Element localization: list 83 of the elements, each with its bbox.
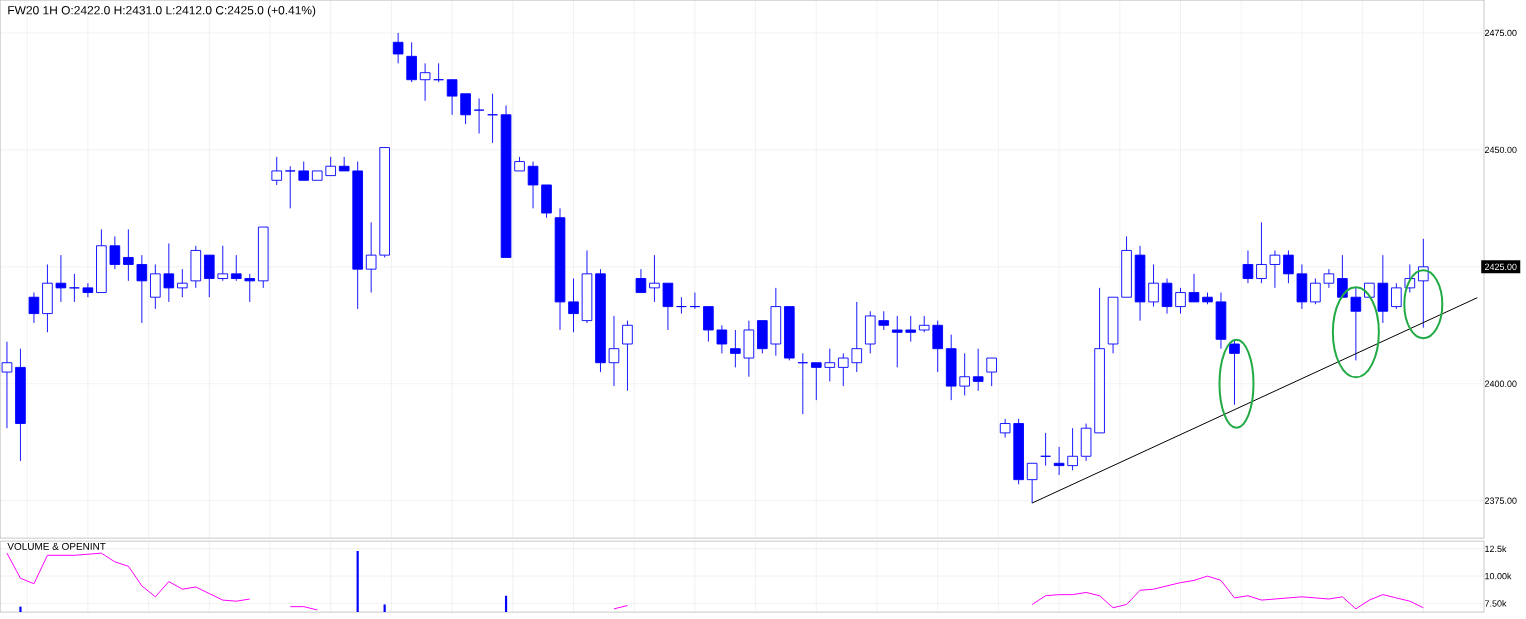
candlestick xyxy=(608,315,620,387)
candlestick xyxy=(1040,432,1051,467)
candlestick xyxy=(824,348,836,382)
candlestick xyxy=(999,418,1011,439)
candlestick xyxy=(1067,427,1078,471)
candlestick xyxy=(1391,282,1402,310)
candlestick xyxy=(972,348,984,392)
candlestick xyxy=(1350,287,1362,361)
y-tick-label: 2375.00 xyxy=(1484,497,1517,504)
candlestick xyxy=(487,93,498,144)
candlestick xyxy=(527,161,539,209)
candlestick xyxy=(419,62,431,102)
candlestick xyxy=(244,273,256,303)
candlestick xyxy=(1283,250,1294,284)
candlestick xyxy=(851,301,863,373)
candlestick xyxy=(473,97,485,134)
candlestick xyxy=(1134,245,1146,322)
candlestick xyxy=(959,352,970,396)
candlestick xyxy=(595,268,606,373)
candlestick xyxy=(352,161,363,310)
candlestick xyxy=(554,207,566,331)
candlestick xyxy=(123,228,134,282)
candlestick xyxy=(230,254,242,282)
candlestick xyxy=(716,324,728,354)
candlestick xyxy=(1013,418,1024,485)
candlestick xyxy=(743,320,755,378)
candlestick xyxy=(649,254,660,303)
candlestick xyxy=(622,320,633,392)
candlestick xyxy=(42,264,53,333)
candlestick xyxy=(1161,278,1173,315)
candlestick xyxy=(932,320,944,373)
candlestick xyxy=(837,352,849,387)
candlestick xyxy=(1053,446,1065,476)
candlestick xyxy=(730,329,741,368)
candlestick xyxy=(1323,268,1335,289)
candlestick xyxy=(689,292,701,310)
candlestick xyxy=(1175,287,1186,315)
candlestick xyxy=(1269,250,1281,289)
candlestick xyxy=(271,156,283,186)
candlestick xyxy=(1,341,13,429)
y-tick-label: 12.5k xyxy=(1485,545,1507,553)
candlestick xyxy=(1256,221,1267,284)
y-tick-label: 2450.00 xyxy=(1484,146,1517,154)
candlestick xyxy=(1215,292,1227,350)
candlestick xyxy=(770,287,782,357)
candlestick xyxy=(1080,423,1092,462)
y-tick-label: 2425.00 xyxy=(1484,263,1517,271)
y-tick-label: 2475.00 xyxy=(1484,29,1517,37)
candlestick xyxy=(55,254,67,303)
chart-title: VOLUME & OPENINT xyxy=(7,542,106,550)
candlestick xyxy=(905,315,917,343)
candlestick xyxy=(190,245,202,289)
chart-title: FW20 1H O:2422.0 H:2431.0 L:2412.0 C:2425.0 (+0.41%) xyxy=(8,5,316,17)
candlestick xyxy=(1377,254,1389,324)
candlestick xyxy=(797,352,809,415)
y-tick-label: 2400.00 xyxy=(1484,380,1517,387)
candlestick xyxy=(109,235,121,270)
y-tick-label: 10.00k xyxy=(1485,572,1512,580)
candlestick xyxy=(163,243,175,303)
candlestick xyxy=(878,310,890,331)
candlestick xyxy=(581,250,593,324)
candlestick xyxy=(1148,264,1159,308)
candlestick xyxy=(891,315,903,368)
candlestick xyxy=(433,62,444,83)
candlestick xyxy=(217,245,229,282)
candlestick xyxy=(15,348,26,462)
candlestick xyxy=(28,292,40,324)
candlestick xyxy=(284,165,296,209)
candlestick xyxy=(406,41,417,83)
candlestick xyxy=(945,334,957,401)
candlestick xyxy=(69,273,80,303)
candlestick xyxy=(150,264,161,310)
candlestick xyxy=(177,268,188,298)
candlestick xyxy=(676,296,687,315)
candlestick xyxy=(365,221,377,294)
candlestick xyxy=(1242,250,1254,284)
y-tick-label: 7.50k xyxy=(1484,600,1507,607)
candlestick xyxy=(82,282,94,298)
candlestick xyxy=(568,278,579,333)
candlestick xyxy=(136,254,148,324)
candlestick xyxy=(864,310,876,354)
candlestick xyxy=(392,32,404,64)
candlestick xyxy=(1296,264,1308,310)
